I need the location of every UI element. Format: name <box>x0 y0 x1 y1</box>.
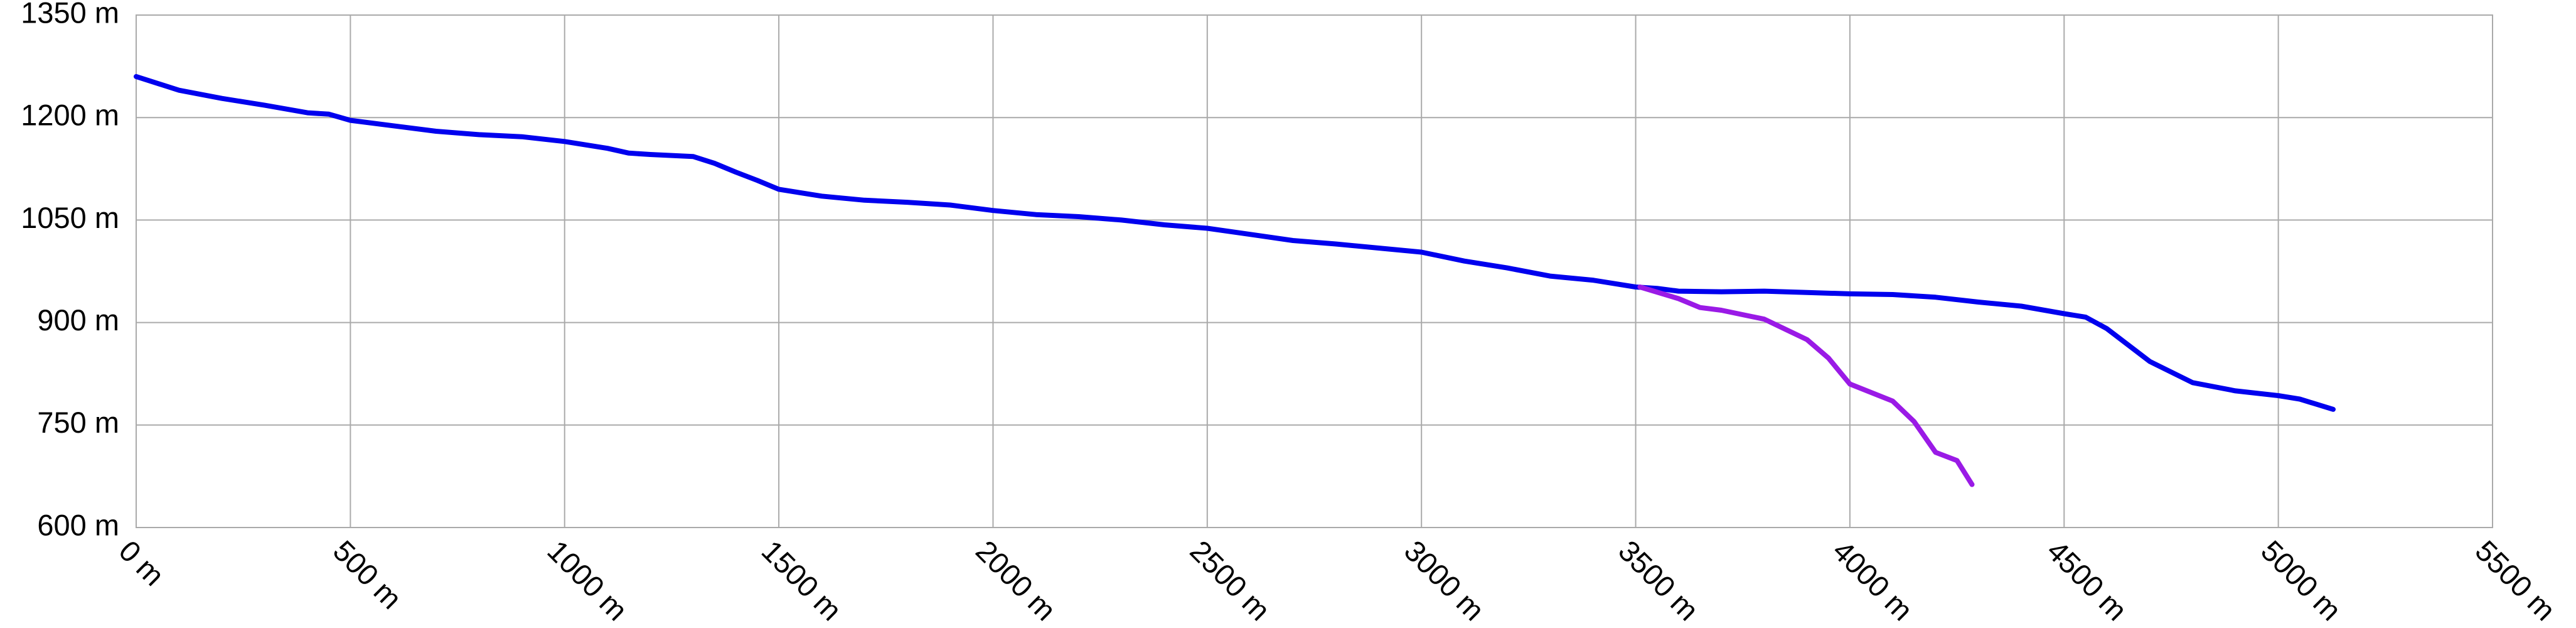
data-line <box>134 73 2336 412</box>
y-tick-label: 900 m <box>37 303 119 337</box>
x-tick-label: 3500 m <box>1612 534 1705 627</box>
x-tick-label: 4500 m <box>2041 534 2134 627</box>
x-tick-label: 1000 m <box>541 534 634 627</box>
x-tick-label: 500 m <box>327 534 409 615</box>
x-tick-label: 4000 m <box>1827 534 1920 627</box>
x-tick-label: 1500 m <box>756 534 848 627</box>
x-tick-label: 0 m <box>113 534 171 592</box>
data-line <box>1637 284 1975 487</box>
y-tick-label: 750 m <box>37 406 119 439</box>
x-tick-label: 5500 m <box>2469 534 2562 627</box>
y-tick-label: 1050 m <box>21 201 119 234</box>
x-tick-label: 5000 m <box>2255 534 2348 627</box>
x-tick-label: 3000 m <box>1398 534 1491 627</box>
x-tick-label: 2500 m <box>1184 534 1276 627</box>
plot-frame <box>136 14 2493 528</box>
x-tick-label: 2000 m <box>970 534 1062 627</box>
y-tick-label: 1350 m <box>21 0 119 29</box>
y-tick-label: 1200 m <box>21 99 119 132</box>
y-tick-label: 600 m <box>37 508 119 541</box>
